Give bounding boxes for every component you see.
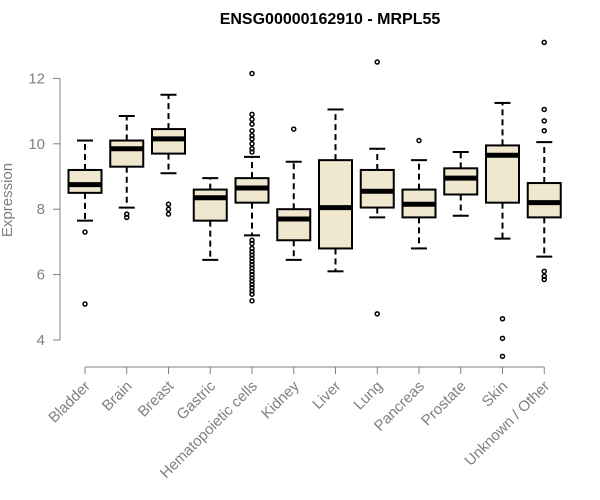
outlier-point (165, 211, 172, 217)
outlier-point (82, 229, 88, 235)
box-series (67, 39, 562, 360)
y-tick-label: 6 (37, 267, 45, 284)
box (318, 159, 353, 250)
box (109, 139, 145, 168)
box (443, 167, 479, 196)
box (192, 188, 228, 222)
outlier-point (541, 127, 547, 134)
box-group (276, 126, 312, 261)
outlier-point (374, 59, 380, 65)
outlier-point (374, 311, 380, 317)
outlier-point (249, 149, 255, 155)
outlier-point (499, 353, 506, 360)
box-group (485, 101, 520, 360)
outlier-point (165, 206, 172, 212)
x-tick-label: Prostate (418, 378, 470, 430)
box-group (109, 115, 145, 221)
x-tick-label: Brain (99, 378, 136, 415)
x-tick-label: Lung (350, 378, 386, 414)
outlier-point (249, 121, 255, 127)
x-tick-label: Breast (135, 377, 178, 420)
outlier-point (249, 116, 255, 123)
outlier-point (541, 268, 547, 275)
outlier-point (499, 335, 506, 342)
y-tick-label: 12 (28, 70, 45, 87)
outlier-point (249, 240, 255, 247)
outlier-point (291, 126, 297, 132)
box-group (151, 93, 186, 217)
outlier-point (541, 118, 547, 124)
box (67, 168, 103, 194)
y-axis: 4 6 8 10 12 (28, 70, 61, 349)
outlier-point (249, 127, 255, 134)
outlier-point (249, 291, 255, 297)
box-group (443, 150, 479, 217)
x-tick-label: Bladder (45, 378, 94, 427)
outlier-point (124, 214, 130, 221)
y-tick-label: 10 (28, 136, 45, 153)
box-group (318, 108, 353, 273)
outlier-point (249, 111, 255, 118)
outlier-point (249, 70, 255, 77)
outlier-point (249, 136, 255, 142)
x-tick-label: Skin (479, 378, 512, 411)
outlier-point (499, 315, 506, 322)
outlier-point (541, 276, 547, 283)
x-tick-label: Kidney (258, 377, 303, 422)
outlier-point (249, 298, 255, 304)
y-tick-label: 4 (37, 332, 45, 349)
outlier-point (541, 106, 547, 113)
y-axis-label: Expression (0, 163, 16, 237)
box-group (526, 39, 562, 283)
y-tick-label: 8 (37, 201, 45, 218)
box-group (234, 70, 270, 304)
box-group (359, 59, 395, 317)
outlier-point (82, 301, 88, 307)
chart-title: ENSG00000162910 - MRPL55 (220, 11, 441, 28)
outlier-point (416, 137, 422, 144)
box (276, 208, 312, 242)
box-group (67, 139, 103, 307)
x-tick-label: Liver (309, 378, 344, 413)
outlier-point (165, 201, 172, 208)
outlier-point (541, 39, 547, 46)
outlier-point (249, 141, 255, 147)
box-group (401, 137, 437, 250)
box-group (192, 177, 228, 261)
